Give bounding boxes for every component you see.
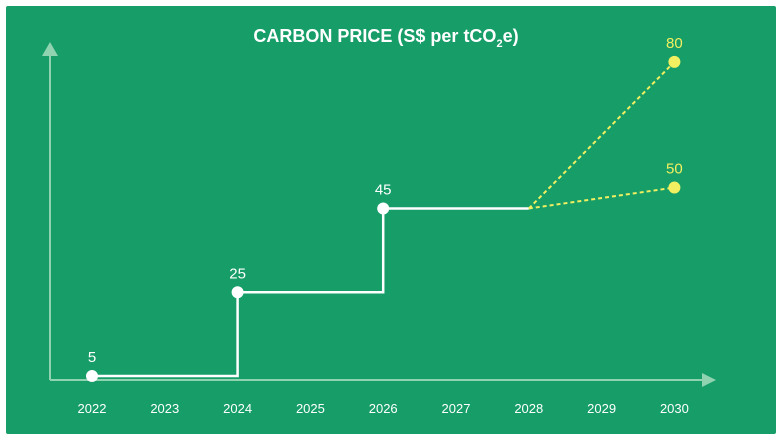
x-tick-label-2027: 2027 bbox=[442, 401, 471, 416]
data-points bbox=[86, 55, 681, 383]
x-tick-labels: 2022 2023 2024 2025 2026 2027 2028 2029 2030 bbox=[78, 401, 689, 416]
data-point-2030-80 bbox=[668, 55, 681, 68]
chart-title-suffix: e) bbox=[503, 26, 519, 46]
series-lines bbox=[92, 61, 676, 378]
x-tick-label-2025: 2025 bbox=[296, 401, 325, 416]
data-point-2024-25 bbox=[231, 286, 244, 299]
data-labels: 5 25 45 80 50 bbox=[88, 35, 683, 366]
x-tick-label-2024: 2024 bbox=[223, 401, 252, 416]
chart-background bbox=[6, 6, 776, 434]
data-point-2026-45 bbox=[377, 202, 390, 215]
x-axis-arrow bbox=[702, 373, 716, 387]
chart-title-main: CARBON PRICE (S$ per tCO bbox=[253, 26, 496, 46]
data-point-2030-50 bbox=[668, 181, 681, 194]
x-tick-label-2026: 2026 bbox=[369, 401, 398, 416]
chart-title-subscript: 2 bbox=[496, 38, 502, 50]
data-label-2030-50: 50 bbox=[666, 161, 683, 178]
y-axis-arrow bbox=[42, 42, 58, 56]
data-label-2026-45: 45 bbox=[375, 182, 392, 199]
x-tick-label-2028: 2028 bbox=[514, 401, 543, 416]
chart-title: CARBON PRICE (S$ per tCO2e) bbox=[253, 26, 518, 50]
series-line-projection-2 bbox=[528, 186, 675, 210]
data-point-2022-5 bbox=[86, 370, 98, 383]
x-tick-label-2030: 2030 bbox=[660, 401, 689, 416]
data-label-2024-25: 25 bbox=[229, 265, 246, 282]
series-line-step bbox=[92, 207, 529, 378]
data-label-2030-80: 80 bbox=[666, 35, 683, 52]
axes bbox=[42, 42, 716, 387]
x-tick-label-2022: 2022 bbox=[78, 401, 107, 416]
data-label-2022-5: 5 bbox=[88, 349, 96, 366]
x-tick-label-2029: 2029 bbox=[587, 401, 616, 416]
x-tick-label-2023: 2023 bbox=[150, 401, 179, 416]
